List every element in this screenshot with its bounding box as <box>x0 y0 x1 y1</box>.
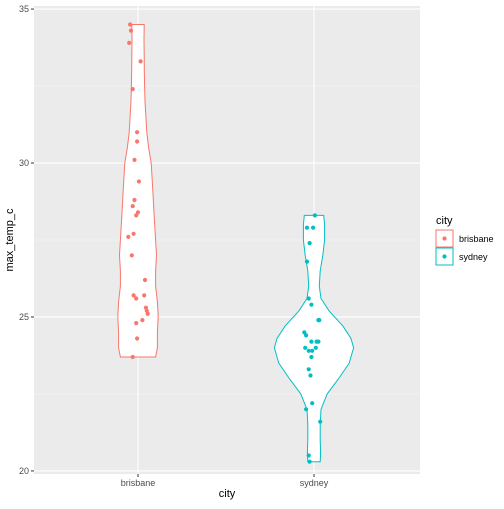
data-point-sydney <box>303 345 308 350</box>
data-point-sydney <box>307 459 312 464</box>
axes: 20 25 30 35 brisbane sydney <box>19 4 329 488</box>
data-point-brisbane <box>135 210 141 215</box>
y-tick-label: 20 <box>19 466 29 476</box>
data-point-brisbane <box>136 179 141 184</box>
data-point-sydney <box>309 302 314 307</box>
data-point-brisbane <box>134 296 139 301</box>
y-axis-title: max_temp_c <box>4 208 16 271</box>
data-point-sydney <box>306 367 311 372</box>
data-point-brisbane <box>145 311 150 316</box>
data-point-brisbane <box>135 130 140 135</box>
data-point-sydney <box>312 213 317 218</box>
data-point-sydney <box>317 318 322 323</box>
data-point-brisbane <box>132 157 137 162</box>
data-point-brisbane <box>130 87 135 92</box>
data-point-sydney <box>306 453 311 458</box>
data-point-brisbane <box>128 22 133 27</box>
data-point-brisbane <box>134 321 139 326</box>
x-tick-label: sydney <box>300 478 329 488</box>
y-tick-label: 35 <box>19 4 29 14</box>
data-point-sydney <box>309 354 314 360</box>
data-point-brisbane <box>142 277 148 283</box>
jitter-points <box>126 22 323 464</box>
data-point-brisbane <box>135 139 140 144</box>
data-point-sydney <box>304 407 309 412</box>
legend-title: city <box>436 215 453 227</box>
data-point-sydney <box>310 401 315 406</box>
data-point-brisbane <box>138 59 143 64</box>
y-tick-label: 30 <box>19 158 29 168</box>
data-point-sydney <box>313 345 318 350</box>
data-point-brisbane <box>134 213 139 218</box>
data-point-brisbane <box>142 293 147 298</box>
legend-label-sydney: sydney <box>459 252 488 262</box>
data-point-sydney <box>318 419 323 424</box>
data-point-sydney <box>306 296 311 301</box>
data-point-brisbane <box>127 40 132 46</box>
violin-sydney <box>273 214 355 463</box>
data-point-sydney <box>311 225 316 230</box>
data-point-brisbane <box>131 293 136 298</box>
y-tick-label: 25 <box>19 312 29 322</box>
data-point-brisbane <box>126 234 131 239</box>
data-point-brisbane <box>130 204 135 209</box>
legend-items: brisbane sydney <box>435 229 494 266</box>
legend-dot-sydney <box>442 254 447 259</box>
legend-dot-brisbane <box>442 236 447 241</box>
data-point-brisbane <box>132 197 137 203</box>
data-point-brisbane <box>131 231 136 236</box>
x-tick-label: brisbane <box>121 478 156 488</box>
data-point-sydney <box>304 333 309 338</box>
data-point-brisbane <box>128 28 134 33</box>
data-point-sydney <box>316 339 321 344</box>
data-point-brisbane <box>130 354 135 360</box>
data-point-sydney <box>306 348 311 353</box>
legend-label-brisbane: brisbane <box>459 234 494 244</box>
data-point-sydney <box>310 348 315 353</box>
x-axis-title: city <box>219 488 236 500</box>
data-point-sydney <box>308 373 313 378</box>
data-point-sydney <box>307 241 312 246</box>
data-point-sydney <box>304 259 310 264</box>
data-point-brisbane <box>129 253 134 258</box>
data-point-brisbane <box>140 318 145 323</box>
data-point-sydney <box>304 225 310 230</box>
data-point-sydney <box>309 339 314 344</box>
data-point-brisbane <box>135 336 140 341</box>
legend: city brisbane sydney <box>435 215 494 266</box>
